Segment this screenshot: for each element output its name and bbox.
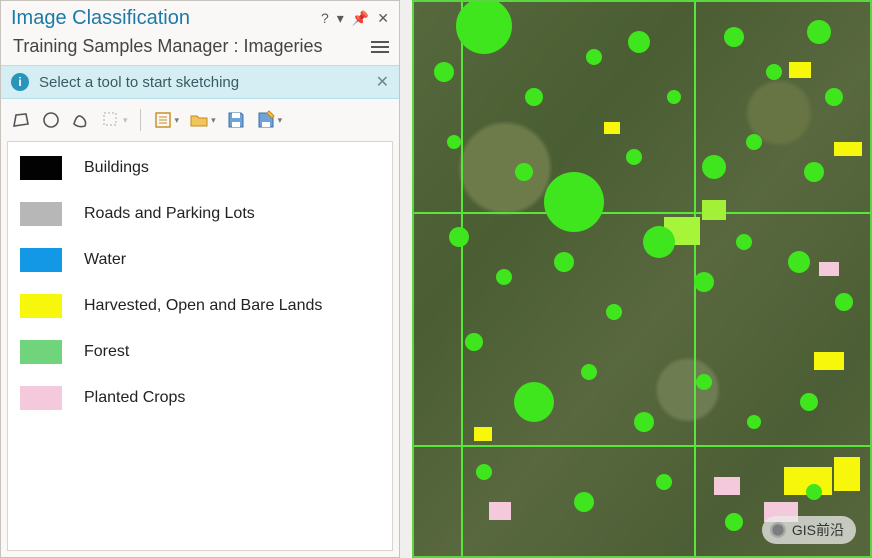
panel-title: Image Classification [11, 7, 321, 30]
sample-marker[interactable] [581, 364, 597, 380]
legend-swatch [20, 156, 62, 180]
sample-marker[interactable] [554, 252, 574, 272]
sample-marker[interactable] [702, 155, 726, 179]
sample-marker[interactable] [515, 163, 533, 181]
land-patch [789, 62, 811, 78]
help-icon[interactable]: ? [321, 10, 329, 27]
sample-marker[interactable] [634, 412, 654, 432]
grid-line-v [461, 2, 463, 556]
legend-item[interactable]: Roads and Parking Lots [20, 202, 380, 226]
sample-marker[interactable] [696, 374, 712, 390]
close-icon[interactable]: ✕ [377, 10, 389, 27]
sample-marker[interactable] [626, 149, 642, 165]
sample-marker[interactable] [807, 20, 831, 44]
panel-subtitle-row: Training Samples Manager : Imageries [1, 32, 399, 65]
legend-label: Forest [84, 343, 129, 361]
sample-marker[interactable] [544, 172, 604, 232]
sample-marker[interactable] [525, 88, 543, 106]
sample-marker[interactable] [449, 227, 469, 247]
map-view[interactable] [412, 0, 872, 558]
sample-marker[interactable] [447, 135, 461, 149]
legend-item[interactable]: Water [20, 248, 380, 272]
sample-marker[interactable] [628, 31, 650, 53]
save-tool[interactable] [226, 110, 246, 130]
sample-marker[interactable] [766, 64, 782, 80]
hint-bar: i Select a tool to start sketching ✕ [1, 65, 399, 99]
land-patch [489, 502, 511, 520]
menu-icon[interactable] [371, 41, 389, 53]
hint-text: Select a tool to start sketching [39, 74, 239, 91]
circle-tool[interactable] [41, 110, 61, 130]
legend-swatch [20, 340, 62, 364]
legend-swatch [20, 294, 62, 318]
land-patch [834, 457, 860, 491]
legend-item[interactable]: Buildings [20, 156, 380, 180]
legend-label: Harvested, Open and Bare Lands [84, 297, 322, 315]
hint-close-icon[interactable]: ✕ [376, 72, 389, 92]
land-patch [814, 352, 844, 370]
watermark-badge: GIS前沿 [762, 516, 856, 544]
grid-line-h [414, 445, 870, 447]
sample-marker[interactable] [514, 382, 554, 422]
sample-marker[interactable] [800, 393, 818, 411]
land-patch [819, 262, 839, 276]
legend-swatch [20, 386, 62, 410]
save-as-tool[interactable]: ▾ [256, 110, 283, 130]
sample-marker[interactable] [804, 162, 824, 182]
sample-marker[interactable] [476, 464, 492, 480]
sample-marker[interactable] [643, 226, 675, 258]
sample-marker[interactable] [667, 90, 681, 104]
panel-titlebar: Image Classification ? ▾ 📌 ✕ [1, 1, 399, 32]
open-tool[interactable]: ▾ [189, 110, 216, 130]
legend-label: Water [84, 251, 126, 269]
sample-marker[interactable] [574, 492, 594, 512]
legend-item[interactable]: Harvested, Open and Bare Lands [20, 294, 380, 318]
sample-marker[interactable] [746, 134, 762, 150]
sample-marker[interactable] [434, 62, 454, 82]
legend-item[interactable]: Forest [20, 340, 380, 364]
sketch-toolbar: ▾ ▾ ▾ ▾ [1, 99, 399, 141]
legend-label: Planted Crops [84, 389, 185, 407]
land-patch [474, 427, 492, 441]
sample-marker[interactable] [606, 304, 622, 320]
sample-marker[interactable] [694, 272, 714, 292]
grid-line-h [414, 212, 870, 214]
legend-swatch [20, 202, 62, 226]
sample-marker[interactable] [496, 269, 512, 285]
sample-marker[interactable] [725, 513, 743, 531]
panel-subtitle: Training Samples Manager : Imageries [13, 36, 322, 57]
land-patch [834, 142, 862, 156]
sample-marker[interactable] [465, 333, 483, 351]
legend-swatch [20, 248, 62, 272]
sample-marker[interactable] [736, 234, 752, 250]
land-patch [604, 122, 620, 134]
watermark-text: GIS前沿 [792, 520, 844, 540]
info-icon: i [11, 73, 29, 91]
land-patch [714, 477, 740, 495]
polygon-tool[interactable] [11, 110, 31, 130]
select-tool[interactable]: ▾ [101, 110, 128, 130]
sample-marker[interactable] [586, 49, 602, 65]
autohide-icon[interactable]: ▾ [337, 10, 344, 27]
pin-icon[interactable]: 📌 [352, 10, 369, 27]
legend-label: Buildings [84, 159, 149, 177]
sample-marker[interactable] [656, 474, 672, 490]
sample-marker[interactable] [806, 484, 822, 500]
legend-item[interactable]: Planted Crops [20, 386, 380, 410]
image-classification-panel: Image Classification ? ▾ 📌 ✕ Training Sa… [0, 0, 400, 558]
list-tool[interactable]: ▾ [153, 110, 180, 130]
sample-marker[interactable] [788, 251, 810, 273]
class-legend: Buildings Roads and Parking Lots Water Harv… [7, 141, 393, 551]
sample-marker[interactable] [456, 0, 512, 54]
sample-marker[interactable] [747, 415, 761, 429]
sample-marker[interactable] [825, 88, 843, 106]
freehand-tool[interactable] [71, 110, 91, 130]
legend-label: Roads and Parking Lots [84, 205, 255, 223]
sample-marker[interactable] [835, 293, 853, 311]
land-patch [702, 200, 726, 220]
sample-marker[interactable] [724, 27, 744, 47]
